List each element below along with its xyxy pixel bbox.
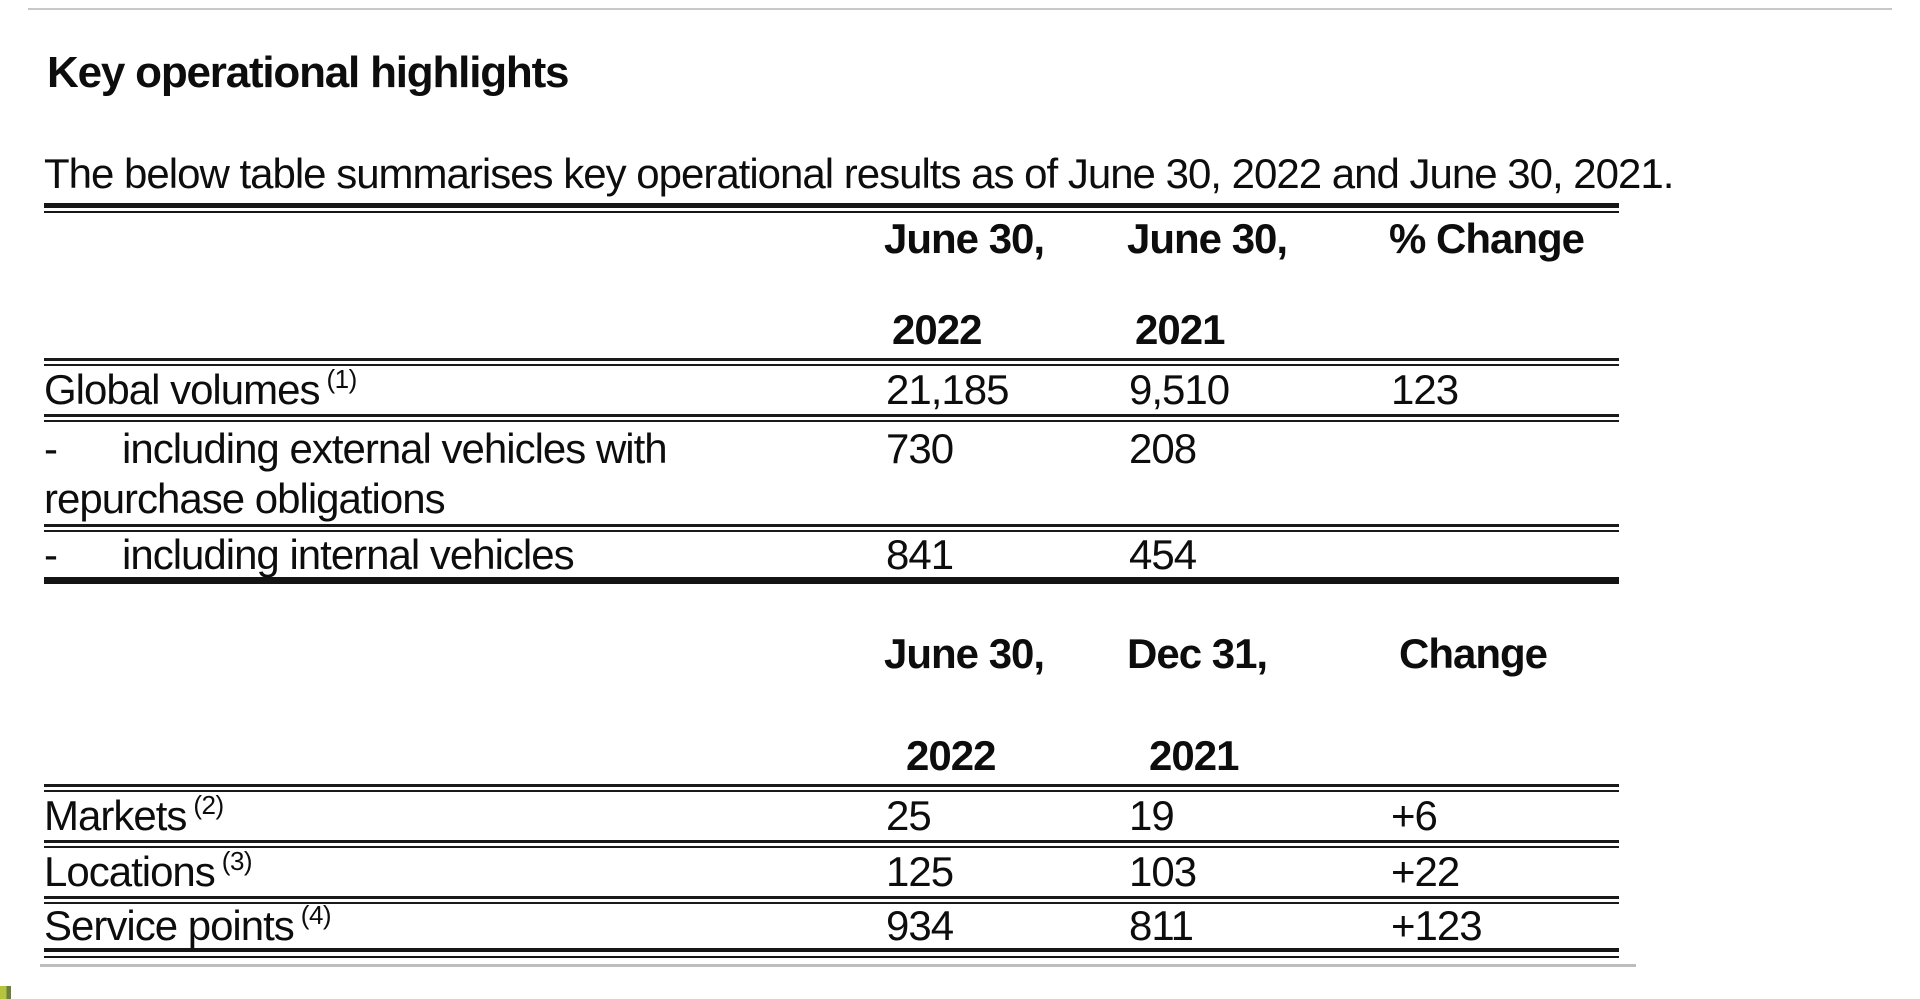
dash-bullet: - xyxy=(44,531,58,578)
value-2021: 9,510 xyxy=(1129,366,1230,413)
value-2021: 811 xyxy=(1129,902,1194,949)
table2-col-header-dec31: Dec 31, xyxy=(1127,630,1268,677)
value-2021: 208 xyxy=(1129,425,1197,472)
table2-year-2021: 2021 xyxy=(1149,732,1239,779)
table1-year-2022: 2022 xyxy=(892,306,982,353)
table-row-service-points: Service points (4) 934 811 +123 xyxy=(44,900,1619,949)
table2-year-row: 2022 2021 xyxy=(44,732,1619,784)
table-row-internal-vehicles: - including internal vehicles 841 454 xyxy=(44,532,1619,577)
dash-bullet: - xyxy=(44,425,58,472)
value-pct-change: 123 xyxy=(1391,366,1459,413)
footnote-ref-3: (3) xyxy=(221,846,253,876)
operational-highlights-tables: June 30, June 30, % Change 2022 2021 Glo… xyxy=(44,203,1619,958)
value-change: +6 xyxy=(1391,792,1438,839)
row-divider xyxy=(44,414,1619,422)
table-row-external-vehicles: - including external vehicles with repurc… xyxy=(44,422,1619,524)
scan-shadow-line xyxy=(40,964,1636,967)
table1-col-header-period-2022: June 30, xyxy=(884,215,1045,262)
row-label: including internal vehicles xyxy=(122,531,575,578)
row-label: Service points xyxy=(44,902,295,949)
row-divider xyxy=(44,840,1619,848)
value-2022: 934 xyxy=(886,902,954,949)
value-2021: 454 xyxy=(1129,531,1197,578)
row-label: Markets xyxy=(44,792,187,839)
value-pct-change xyxy=(1389,422,1619,424)
table2-header-rule xyxy=(44,784,1619,792)
table2-col-header-change: Change xyxy=(1399,630,1548,677)
row-divider xyxy=(44,896,1619,904)
row-label: Global volumes xyxy=(44,366,320,413)
scan-artifact xyxy=(0,986,11,999)
table-row-markets: Markets (2) 25 19 +6 xyxy=(44,790,1619,840)
table-row-global-volumes: Global volumes (1) 21,185 9,510 123 xyxy=(44,364,1619,414)
table2-year-2022: 2022 xyxy=(906,732,996,779)
table-row-locations: Locations (3) 125 103 +22 xyxy=(44,846,1619,896)
page-title: Key operational highlights xyxy=(47,48,569,97)
table1-top-rule xyxy=(44,203,1619,213)
value-2022: 841 xyxy=(886,531,954,578)
table2-col-header-june30: June 30, xyxy=(884,630,1045,677)
table1-header-row: June 30, June 30, % Change xyxy=(44,213,1619,306)
footnote-ref-2: (2) xyxy=(193,790,224,820)
table1-year-2021: 2021 xyxy=(1135,306,1225,353)
row-divider xyxy=(44,524,1619,532)
value-2021: 103 xyxy=(1129,848,1197,895)
table1-bottom-rule xyxy=(44,577,1619,584)
table1-year-row: 2022 2021 xyxy=(44,306,1619,358)
row-label-line2: repurchase obligations xyxy=(44,475,446,522)
table2-header-row: June 30, Dec 31, Change xyxy=(44,584,1619,732)
table1-header-rule xyxy=(44,358,1619,366)
table2-bottom-rule xyxy=(44,948,1619,958)
table-network: June 30, Dec 31, Change 2022 2021 Market… xyxy=(44,584,1619,958)
value-2022: 730 xyxy=(886,425,954,472)
intro-text: The below table summarises key operation… xyxy=(44,150,1674,197)
table1-col-header-pct-change: % Change xyxy=(1389,215,1585,262)
value-change: +22 xyxy=(1391,848,1460,895)
table1-col-header-period-2021: June 30, xyxy=(1127,215,1288,262)
value-2022: 125 xyxy=(886,848,954,895)
value-2021: 19 xyxy=(1129,792,1175,839)
table-volumes: June 30, June 30, % Change 2022 2021 Glo… xyxy=(44,203,1619,584)
page-top-divider xyxy=(28,8,1892,10)
value-change: +123 xyxy=(1391,902,1483,949)
footnote-ref-4: (4) xyxy=(300,900,332,930)
value-2022: 21,185 xyxy=(886,366,1009,413)
value-2022: 25 xyxy=(886,792,932,839)
row-label: including external vehicles with xyxy=(122,425,668,472)
footnote-ref-1: (1) xyxy=(326,364,357,394)
row-label: Locations xyxy=(44,848,216,895)
